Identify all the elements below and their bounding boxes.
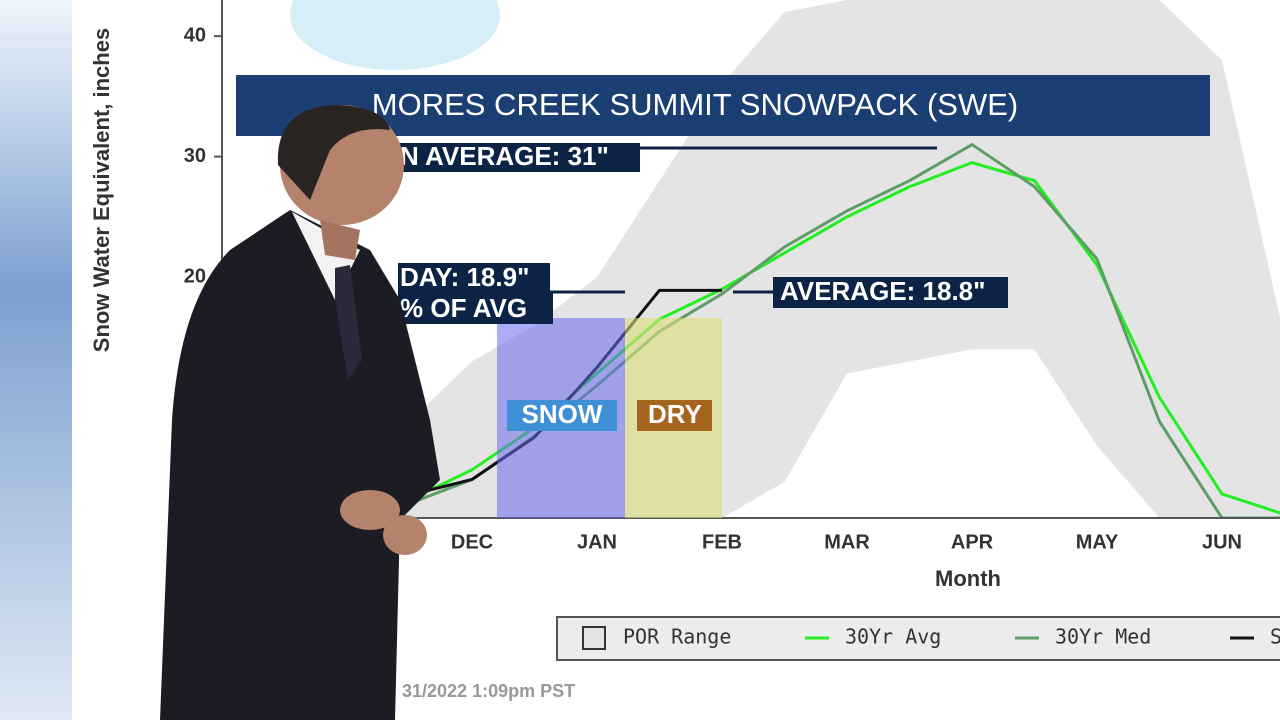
dry-tag (637, 400, 712, 431)
axes: Snow Water Equivalent, inches Month 20 30… (89, 0, 1280, 591)
season-average: N AVERAGE: 31" (400, 141, 609, 171)
x-tick-label: FEB (702, 531, 742, 553)
legend-box (556, 616, 1280, 661)
callout-bg (398, 263, 550, 293)
x-axis-title: Month (935, 566, 1001, 591)
legend-label: S (1270, 625, 1280, 649)
snow-tag (507, 400, 617, 431)
legend-label: POR Range (623, 625, 731, 649)
banner-bg (236, 75, 1210, 136)
x-tick-label: DEC (451, 531, 493, 553)
logo-watermark (290, 0, 500, 70)
presenter (160, 105, 440, 720)
banner-title: MORES CREEK SUMMIT SNOWPACK (SWE) (372, 87, 1018, 122)
legend-label: 30Yr Avg (845, 625, 941, 649)
today-value: DAY: 18.9" (400, 262, 529, 292)
x-tick-label: JUN (1202, 531, 1242, 553)
x-tick-label: MAR (824, 531, 870, 553)
dry-label: DRY (648, 399, 702, 429)
y-tick-label: 30 (184, 145, 206, 167)
y-tick-label: 40 (184, 24, 206, 46)
legend-label: 30Yr Med (1055, 625, 1151, 649)
average-today: AVERAGE: 18.8" (780, 276, 985, 306)
x-tick-label: JAN (577, 531, 617, 553)
x-tick-label: APR (951, 531, 994, 553)
footer-timestamp: 31/2022 1:09pm PST (402, 681, 575, 701)
callout-bg (398, 293, 553, 324)
callout-bg (395, 143, 640, 172)
callout-bg (773, 277, 1008, 308)
annotation-boxes: SNOW DRY (497, 318, 722, 518)
legend: POR Range 30Yr Avg 30Yr Med S (556, 616, 1280, 661)
legend-items: POR Range 30Yr Avg 30Yr Med S (582, 625, 1280, 650)
y-axis-title: Snow Water Equivalent, inches (89, 28, 114, 352)
snow-label: SNOW (522, 399, 603, 429)
banner: MORES CREEK SUMMIT SNOWPACK (SWE) (236, 75, 1210, 136)
percent-of-average: % OF AVG (400, 293, 527, 323)
legend-swatch (582, 626, 606, 650)
x-tick-label: MAY (1076, 531, 1119, 553)
background-sky (0, 0, 72, 720)
y-tick-label: 20 (184, 265, 206, 287)
callouts: N AVERAGE: 31" DAY: 18.9" % OF AVG AVERA… (395, 141, 1008, 324)
